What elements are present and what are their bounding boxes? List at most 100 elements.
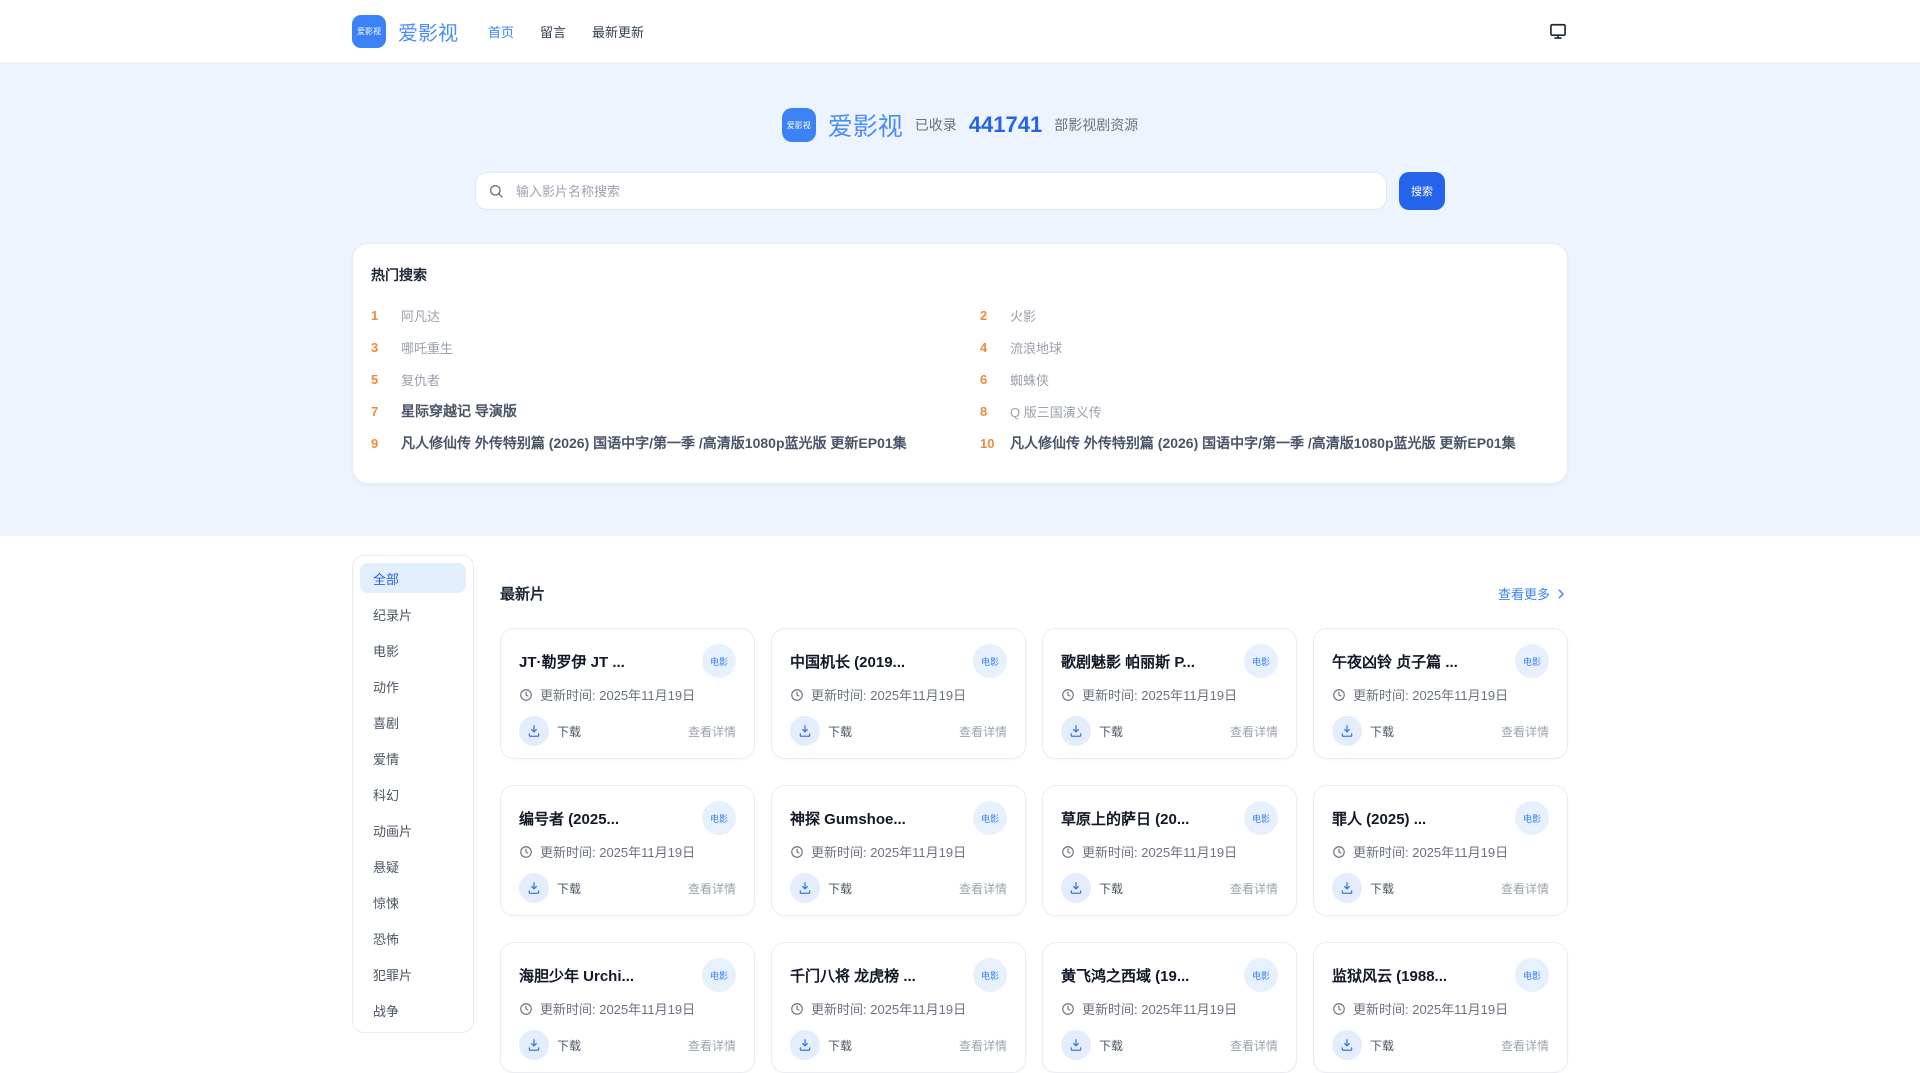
main-section: 全部 纪录片 电影 动作 喜剧 爱情 科幻 bbox=[352, 555, 1568, 1073]
hot-rank: 10 bbox=[980, 435, 995, 451]
category-badge: 电影 bbox=[1515, 801, 1549, 835]
detail-link[interactable]: 查看详情 bbox=[958, 881, 1007, 896]
download-icon[interactable] bbox=[1061, 716, 1091, 746]
detail-link[interactable]: 查看详情 bbox=[687, 1038, 736, 1053]
movie-card[interactable]: 千门八将 龙虎榜 ... 电影 更新时间: 2025年11月19日 bbox=[771, 942, 1026, 1073]
category-item[interactable]: 爱情 bbox=[360, 743, 466, 773]
hot-search-item[interactable]: 8 Q 版三国演义传 bbox=[980, 395, 1549, 427]
download-label: 下载 bbox=[557, 1038, 582, 1053]
movie-card[interactable]: 午夜凶铃 贞子篇 ... 电影 更新时间: 2025年11月19日 bbox=[1313, 628, 1568, 759]
hot-searches-title: 热门搜索 bbox=[371, 267, 427, 283]
category-badge: 电影 bbox=[1515, 644, 1549, 678]
movie-card[interactable]: 编号者 (2025... 电影 更新时间: 2025年11月19日 bbox=[500, 785, 755, 916]
movie-card[interactable]: 黄飞鸿之西域 (19... 电影 更新时间: 2025年11月19日 bbox=[1042, 942, 1297, 1073]
category-item[interactable]: 科幻 bbox=[360, 779, 466, 809]
hot-search-item[interactable]: 1 阿凡达 bbox=[371, 299, 940, 331]
category-item[interactable]: 动作 bbox=[360, 671, 466, 701]
update-date-row: 更新时间: 2025年11月19日 bbox=[519, 842, 736, 861]
category-item[interactable]: 恐怖 bbox=[360, 923, 466, 953]
nav-link[interactable]: 最新更新 bbox=[592, 24, 645, 40]
movie-card[interactable]: 中国机长 (2019... 电影 更新时间: 2025年11月19日 bbox=[771, 628, 1026, 759]
hot-search-item[interactable]: 9 凡人修仙传 外传特别篇 (2026) 国语中字/第一季 /高清版1080p蓝… bbox=[371, 427, 940, 459]
card-header: 午夜凶铃 贞子篇 ... 电影 bbox=[1332, 644, 1549, 678]
category-item[interactable]: 电影 bbox=[360, 635, 466, 665]
download-icon[interactable] bbox=[790, 1030, 820, 1060]
category-badge: 电影 bbox=[973, 644, 1007, 678]
more-link[interactable]: 查看更多 bbox=[1498, 584, 1568, 603]
movie-card[interactable]: 神探 Gumshoe... 电影 更新时间: 2025年11月19日 bbox=[771, 785, 1026, 916]
movie-title: 海胆少年 Urchi... bbox=[519, 967, 635, 985]
download-icon[interactable] bbox=[790, 873, 820, 903]
movie-card[interactable]: 罪人 (2025) ... 电影 更新时间: 2025年11月19日 bbox=[1313, 785, 1568, 916]
navbar: 爱影视 爱影视 首页 留言 最新更新 bbox=[0, 0, 1920, 63]
clock-icon bbox=[519, 1002, 533, 1016]
category-item[interactable]: 战争 bbox=[360, 995, 466, 1025]
movie-card[interactable]: 歌剧魅影 帕丽斯 P... 电影 更新时间: 2025年11月19日 bbox=[1042, 628, 1297, 759]
detail-link[interactable]: 查看详情 bbox=[958, 724, 1007, 739]
detail-link[interactable]: 查看详情 bbox=[958, 1038, 1007, 1053]
monitor-icon[interactable] bbox=[1548, 21, 1568, 41]
category-item-label: 电影 bbox=[373, 643, 400, 659]
hot-search-item[interactable]: 6 蜘蛛侠 bbox=[980, 363, 1549, 395]
card-header: 中国机长 (2019... 电影 bbox=[790, 644, 1007, 678]
detail-link[interactable]: 查看详情 bbox=[1500, 1038, 1549, 1053]
category-item[interactable]: 惊悚 bbox=[360, 887, 466, 917]
detail-link[interactable]: 查看详情 bbox=[1229, 881, 1278, 896]
category-badge: 电影 bbox=[973, 801, 1007, 835]
hot-search-item[interactable]: 5 复仇者 bbox=[371, 363, 940, 395]
nav-left: 爱影视 爱影视 首页 留言 最新更新 bbox=[352, 14, 644, 48]
category-item[interactable]: 纪录片 bbox=[360, 599, 466, 629]
hot-search-item[interactable]: 7 星际穿越记 导演版 bbox=[371, 395, 940, 427]
download-icon[interactable] bbox=[790, 716, 820, 746]
download-icon[interactable] bbox=[1332, 1030, 1362, 1060]
nav-link[interactable]: 首页 bbox=[488, 24, 515, 40]
download-group: 下载 bbox=[519, 1030, 581, 1060]
category-badge: 电影 bbox=[1244, 958, 1278, 992]
update-date-row: 更新时间: 2025年11月19日 bbox=[790, 999, 1007, 1018]
nav-link[interactable]: 留言 bbox=[540, 24, 567, 40]
hot-search-item[interactable]: 10 凡人修仙传 外传特别篇 (2026) 国语中字/第一季 /高清版1080p… bbox=[980, 427, 1549, 459]
card-header: 罪人 (2025) ... 电影 bbox=[1332, 801, 1549, 835]
category-item[interactable]: 犯罪片 bbox=[360, 959, 466, 989]
search-button[interactable]: 搜索 bbox=[1399, 172, 1445, 210]
category-item[interactable]: 全部 bbox=[360, 563, 466, 593]
detail-link[interactable]: 查看详情 bbox=[1500, 881, 1549, 896]
card-footer: 下载 查看详情 bbox=[1332, 1030, 1549, 1060]
download-icon[interactable] bbox=[519, 1030, 549, 1060]
hot-item-text: 流浪地球 bbox=[1010, 340, 1063, 356]
category-item[interactable]: 悬疑 bbox=[360, 851, 466, 881]
download-icon[interactable] bbox=[1332, 716, 1362, 746]
hot-item-text: Q 版三国演义传 bbox=[1010, 404, 1102, 420]
hot-search-item[interactable]: 4 流浪地球 bbox=[980, 331, 1549, 363]
section-title: 最新片 bbox=[500, 586, 546, 603]
download-icon[interactable] bbox=[519, 873, 549, 903]
category-item[interactable]: 动画片 bbox=[360, 815, 466, 845]
detail-link[interactable]: 查看详情 bbox=[1229, 724, 1278, 739]
site-title[interactable]: 爱影视 bbox=[398, 22, 458, 45]
search-input[interactable] bbox=[475, 172, 1387, 210]
category-item-label: 全部 bbox=[373, 571, 400, 587]
hot-search-item[interactable]: 2 火影 bbox=[980, 299, 1549, 331]
hero-section: 爱影视 爱影视 已收录 441741 部影视剧资源 搜索 热门搜索 1 阿凡达 bbox=[0, 63, 1920, 536]
detail-link[interactable]: 查看详情 bbox=[1229, 1038, 1278, 1053]
movie-title: 罪人 (2025) ... bbox=[1332, 810, 1427, 828]
nav-links: 首页 留言 最新更新 bbox=[488, 22, 644, 41]
download-icon[interactable] bbox=[519, 716, 549, 746]
movie-card[interactable]: 草原上的萨日 (20... 电影 更新时间: 2025年11月19日 bbox=[1042, 785, 1297, 916]
detail-link[interactable]: 查看详情 bbox=[687, 881, 736, 896]
detail-link[interactable]: 查看详情 bbox=[687, 724, 736, 739]
hot-rank: 9 bbox=[371, 435, 379, 451]
movie-card[interactable]: 监狱风云 (1988... 电影 更新时间: 2025年11月19日 bbox=[1313, 942, 1568, 1073]
hot-search-item[interactable]: 3 哪吒重生 bbox=[371, 331, 940, 363]
movie-card[interactable]: JT·勒罗伊 JT ... 电影 更新时间: 2025年11月19日 bbox=[500, 628, 755, 759]
download-icon[interactable] bbox=[1332, 873, 1362, 903]
download-icon[interactable] bbox=[1061, 873, 1091, 903]
category-item[interactable]: 喜剧 bbox=[360, 707, 466, 737]
download-group: 下载 bbox=[1332, 716, 1394, 746]
clock-icon bbox=[1332, 1002, 1346, 1016]
category-item-label: 动画片 bbox=[373, 823, 413, 839]
download-icon[interactable] bbox=[1061, 1030, 1091, 1060]
detail-link[interactable]: 查看详情 bbox=[1500, 724, 1549, 739]
movie-card[interactable]: 海胆少年 Urchi... 电影 更新时间: 2025年11月19日 bbox=[500, 942, 755, 1073]
logo-badge[interactable]: 爱影视 bbox=[352, 14, 386, 48]
